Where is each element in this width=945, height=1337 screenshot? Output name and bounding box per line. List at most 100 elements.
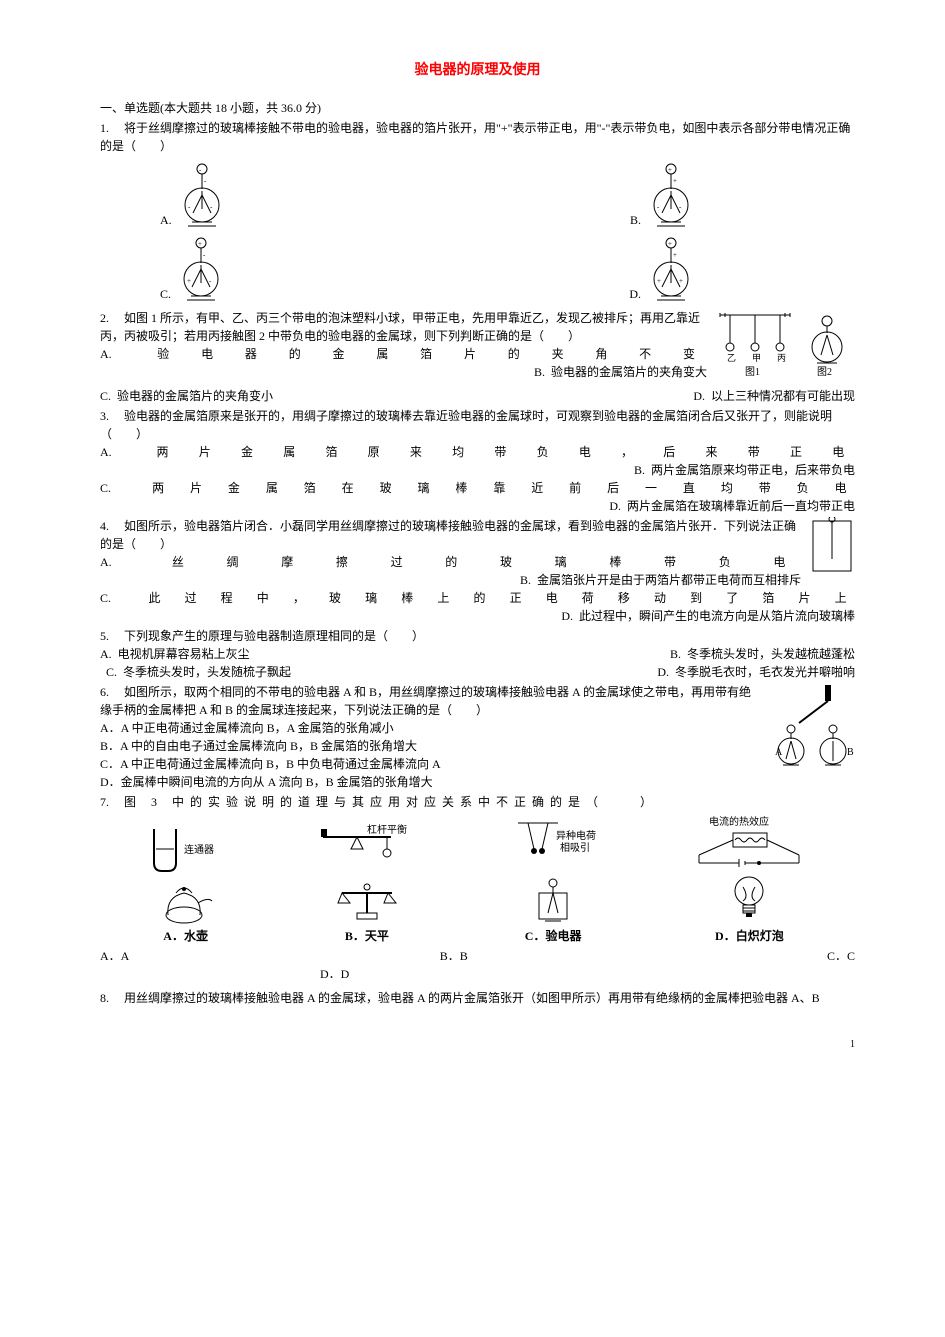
q7-cap-a: A．水壶 [163,927,208,945]
q3-b: 两片金属箔原来均带正电，后来带负电 [651,463,855,477]
q2-b: 验电器的金属箔片的夹角变大 [551,365,707,379]
q2-cd-line: C. 验电器的金属箔片的夹角变小 D. 以上三种情况都有可能出现 [100,387,855,405]
q5-d-pre: D. [657,665,669,679]
svg-text:电流的热效应: 电流的热效应 [709,815,769,828]
q7-cap-d: D．白炽灯泡 [715,927,784,945]
q4-b: 金属箔张片开是由于两箔片都带正电荷而互相排斥 [537,573,801,587]
q5-num: 5. [100,629,109,643]
q6-c: C．A 中正电荷通过金属棒流向 B，B 中负电荷通过金属棒流向 A [100,755,855,773]
page-number: 1 [100,1037,855,1052]
svg-text:-: - [203,251,206,259]
q5-cd: C. 冬季梳头发时，头发随梳子飘起 D. 冬季脱毛衣时，毛衣发光并噼啪响 [100,663,855,681]
svg-text:甲: 甲 [752,353,761,363]
q1-row2: C. + - + - D. + + [100,235,855,303]
q3-d-pre: D. [609,499,621,513]
electroscope-icon: - - - - [178,161,226,229]
q1-opt-c: C. [160,285,171,303]
q7-opts-row1: A．A B．B C．C [100,947,855,965]
q5-d: 冬季脱毛衣时，毛衣发光并噼啪响 [675,665,855,679]
q7-opt-a: A．A [100,947,440,965]
svg-text:+: + [679,277,683,285]
q1-row1: A. - - - - B. + + [100,161,855,229]
electroscope-small-icon [531,877,575,925]
svg-text:-: - [679,203,682,211]
lever-icon: 杠杆平衡 [317,823,417,879]
q2-d: 以上三种情况都有可能出现 [711,389,855,403]
q3-b-line: B. 两片金属箔原来均带正电，后来带负电 [100,461,855,479]
svg-text:图2: 图2 [817,366,832,378]
svg-text:-: - [204,177,207,185]
q4-c-pre: C. [100,591,111,605]
q4-b-pre: B. [520,573,531,587]
q3-num: 3. [100,409,109,423]
page-root: 验电器的原理及使用 一、单选题(本大题共 18 小题，共 36.0 分) 1. … [0,0,945,1092]
q2-c: 验电器的金属箔片的夹角变小 [117,389,273,403]
q3-c-pre: C. [100,481,111,495]
question-6: A B 6. 如图所示，取两个相同的不带电的验电器 A 和 B，用丝绸摩擦过的玻… [100,683,855,791]
q8-stem: 用丝绸摩擦过的玻璃棒接触验电器 A 的金属球，验电器 A 的两片金属箔张开（如图… [124,991,820,1005]
q2-num: 2. [100,311,109,325]
q7-stem: 图 3 中的实验说明的道理与其应用对应关系中不正确的是（ ） [124,795,658,809]
svg-text:+: + [657,277,661,285]
q3-b-pre: B. [634,463,645,477]
svg-text:+: + [198,240,202,248]
q2-figure: 乙甲丙 图1 图2 [715,309,855,387]
q4-stem: 如图所示，验电器箔片闭合．小磊同学用丝绸摩擦过的玻璃棒接触验电器的金属球，看到验… [100,519,796,551]
q6-d: D．金属棒中瞬间电流的方向从 A 流向 B，B 金属箔的张角增大 [100,773,855,791]
svg-text:+: + [673,251,677,259]
q6-b: B．A 中的自由电子通过金属棒流向 B，B 金属箔的张角增大 [100,737,855,755]
q4-figure [809,517,855,575]
utube-icon: 连通器 [146,823,226,879]
q7-num: 7. [100,795,109,809]
svg-text:+: + [668,240,672,248]
q4-a-line: A. 丝绸摩擦过的玻璃棒带负电 [100,553,855,571]
heat-circuit-icon: 电流的热效应 [689,815,809,871]
section-heading: 一、单选题(本大题共 18 小题，共 36.0 分) [100,99,855,117]
svg-text:+: + [668,166,672,174]
q5-a: 电视机屏幕容易粘上灰尘 [118,647,250,661]
q4-d: 此过程中，瞬间产生的电流方向是从箔片流向玻璃棒 [579,609,855,623]
svg-text:异种电荷: 异种电荷 [556,829,596,842]
balance-icon [332,881,402,925]
svg-text:图1: 图1 [745,366,760,378]
q3-c: 两片金属箔在玻璃棒靠近前后一直均带负电 [152,481,855,495]
svg-text:-: - [657,203,660,211]
q2-d-pre: D. [693,389,705,403]
q8-num: 8. [100,991,109,1005]
q6-a: A．A 中正电荷通过金属棒流向 B，A 金属箔的张角减小 [100,719,855,737]
svg-text:+: + [187,277,191,285]
q5-ab: A. 电视机屏幕容易粘上灰尘 B. 冬季梳头发时，头发越梳越蓬松 [100,645,855,663]
q2-c-pre: C. [100,389,111,403]
q6-stem: 如图所示，取两个相同的不带电的验电器 A 和 B，用丝绸摩擦过的玻璃棒接触验电器… [100,685,751,717]
q4-d-pre: D. [561,609,573,623]
svg-text:乙: 乙 [727,353,736,363]
q7-cap-b: B．天平 [345,927,389,945]
electroscope-icon: + + - - [647,161,695,229]
q3-c-line: C. 两片金属箔在玻璃棒靠近前后一直均带负电 [100,479,855,497]
q3-stem: 验电器的金属箔原来是张开的，用绸子摩擦过的玻璃棒去靠近验电器的金属球时，可观察到… [100,409,832,441]
q2-a-pre: A. [100,347,112,361]
q4-a: 丝绸摩擦过的玻璃棒带负电 [172,555,801,569]
q7-opt-c: C．C [780,947,856,965]
q4-d-line: D. 此过程中，瞬间产生的电流方向是从箔片流向玻璃棒 [100,607,855,625]
q4-a-pre: A. [100,555,112,569]
question-7: 7. 图 3 中的实验说明的道理与其应用对应关系中不正确的是（ ） [100,793,855,811]
q7-figures: 连通器 A．水壶 杠杆平衡 [100,815,855,945]
q1-opt-a: A. [160,211,172,229]
q7-opt-b: B．B [440,947,780,965]
question-4: 4. 如图所示，验电器箔片闭合．小磊同学用丝绸摩擦过的玻璃棒接触验电器的金属球，… [100,517,855,625]
bulb-icon [729,873,769,925]
q2-a: 验电器的金属箔片的夹角不变 [157,347,707,361]
q3-a-line: A. 两片金属箔原来均带负电，后来带正电 [100,443,855,461]
q3-a: 两片金属箔原来均带负电，后来带正电 [157,445,855,459]
q6-figure: A B [769,683,855,773]
q7-cap-c: C．验电器 [525,927,582,945]
q1-num: 1. [100,121,109,135]
svg-text:+: + [673,177,677,185]
q5-b-pre: B. [670,647,681,661]
svg-text:-: - [188,203,191,211]
q3-d: 两片金属箔在玻璃棒靠近前后一直均带正电 [627,499,855,513]
q5-a-pre: A. [100,647,112,661]
q1-opt-d: D. [629,285,641,303]
q3-d-line: D. 两片金属箔在玻璃棒靠近前后一直均带正电 [100,497,855,515]
